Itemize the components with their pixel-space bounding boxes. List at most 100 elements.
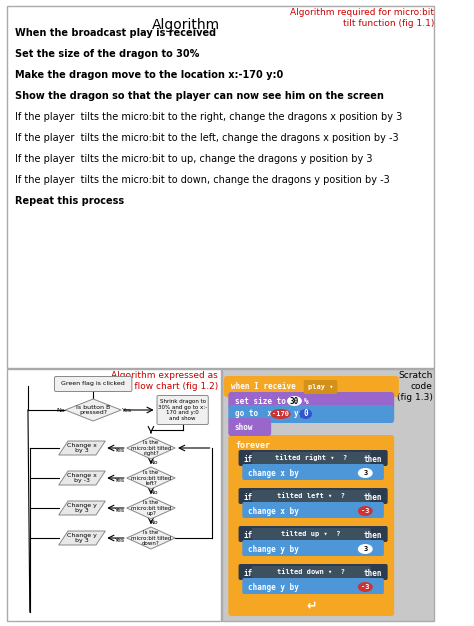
FancyBboxPatch shape bbox=[228, 392, 394, 410]
Text: change y by: change y by bbox=[248, 545, 299, 553]
Text: change y by: change y by bbox=[248, 583, 299, 592]
Polygon shape bbox=[59, 471, 105, 485]
Text: Is the
micro:bit tilted
right?: Is the micro:bit tilted right? bbox=[131, 439, 171, 456]
Text: -170: -170 bbox=[272, 411, 289, 417]
Text: if: if bbox=[243, 493, 253, 501]
FancyBboxPatch shape bbox=[235, 484, 392, 522]
Text: Change y
by 3: Change y by 3 bbox=[67, 533, 97, 543]
Text: show: show bbox=[235, 423, 253, 431]
FancyBboxPatch shape bbox=[252, 528, 371, 540]
Text: Yes: Yes bbox=[115, 478, 125, 483]
Text: Yes: Yes bbox=[115, 538, 125, 543]
Text: change x by: change x by bbox=[248, 468, 299, 478]
Ellipse shape bbox=[358, 468, 373, 478]
Text: -3: -3 bbox=[361, 584, 370, 590]
Ellipse shape bbox=[358, 544, 373, 554]
Text: tilted down ▾  ?: tilted down ▾ ? bbox=[277, 569, 345, 575]
Text: play ▾: play ▾ bbox=[308, 384, 333, 390]
Polygon shape bbox=[127, 497, 175, 519]
Text: then: then bbox=[364, 568, 382, 578]
FancyBboxPatch shape bbox=[238, 564, 388, 580]
Text: Show the dragon so that the player can now see him on the screen: Show the dragon so that the player can n… bbox=[15, 91, 384, 101]
FancyBboxPatch shape bbox=[157, 396, 208, 424]
Text: No: No bbox=[149, 520, 158, 525]
FancyBboxPatch shape bbox=[55, 376, 132, 391]
Polygon shape bbox=[59, 531, 105, 545]
Text: -3: -3 bbox=[361, 508, 370, 514]
Text: tilted right ▾  ?: tilted right ▾ ? bbox=[275, 454, 347, 461]
FancyBboxPatch shape bbox=[228, 418, 271, 436]
FancyBboxPatch shape bbox=[228, 405, 394, 423]
Ellipse shape bbox=[299, 409, 312, 419]
FancyBboxPatch shape bbox=[238, 526, 388, 542]
FancyBboxPatch shape bbox=[235, 560, 392, 598]
Text: if: if bbox=[243, 530, 253, 540]
FancyBboxPatch shape bbox=[304, 380, 337, 394]
Text: tilted left ▾  ?: tilted left ▾ ? bbox=[277, 493, 345, 499]
Text: Yes: Yes bbox=[115, 508, 125, 513]
FancyBboxPatch shape bbox=[235, 446, 392, 484]
Text: Is button B
pressed?: Is button B pressed? bbox=[76, 404, 110, 416]
FancyBboxPatch shape bbox=[242, 464, 384, 480]
Text: Change x
by -3: Change x by -3 bbox=[67, 473, 97, 483]
Text: then: then bbox=[364, 493, 382, 501]
Text: Repeat this process: Repeat this process bbox=[15, 196, 124, 206]
Polygon shape bbox=[59, 441, 105, 455]
Text: ↵: ↵ bbox=[306, 600, 317, 613]
Text: Green flag is clicked: Green flag is clicked bbox=[61, 381, 125, 386]
FancyBboxPatch shape bbox=[222, 369, 434, 621]
Text: If the player  tilts the micro:bit to down, change the dragons y position by -3: If the player tilts the micro:bit to dow… bbox=[15, 175, 390, 185]
Text: 0: 0 bbox=[303, 409, 308, 419]
Text: then: then bbox=[364, 530, 382, 540]
Text: 3: 3 bbox=[363, 470, 367, 476]
FancyBboxPatch shape bbox=[252, 490, 371, 502]
Text: Is the
micro:bit tilted
down?: Is the micro:bit tilted down? bbox=[131, 530, 171, 546]
Text: 30: 30 bbox=[290, 396, 299, 406]
Text: No: No bbox=[149, 490, 158, 495]
FancyBboxPatch shape bbox=[8, 369, 221, 621]
Polygon shape bbox=[65, 399, 121, 421]
Text: Make the dragon move to the location x:-170 y:0: Make the dragon move to the location x:-… bbox=[15, 70, 283, 80]
FancyBboxPatch shape bbox=[238, 450, 388, 466]
Text: when I receive: when I receive bbox=[231, 382, 296, 391]
Text: If the player  tilts the micro:bit to the left, change the dragons x position by: If the player tilts the micro:bit to the… bbox=[15, 133, 399, 143]
Polygon shape bbox=[127, 437, 175, 459]
Text: Algorithm required for micro:bit
tilt function (fig 1.1): Algorithm required for micro:bit tilt fu… bbox=[290, 8, 434, 28]
Ellipse shape bbox=[358, 582, 373, 592]
Ellipse shape bbox=[287, 396, 302, 406]
Ellipse shape bbox=[358, 506, 373, 516]
FancyBboxPatch shape bbox=[242, 502, 384, 518]
Polygon shape bbox=[127, 467, 175, 489]
FancyBboxPatch shape bbox=[252, 566, 371, 578]
Text: Yes: Yes bbox=[115, 448, 125, 453]
Text: Algorithm: Algorithm bbox=[152, 18, 220, 32]
Text: Set the size of the dragon to 30%: Set the size of the dragon to 30% bbox=[15, 49, 199, 59]
Text: Is the
micro:bit tilted
up?: Is the micro:bit tilted up? bbox=[131, 500, 171, 516]
FancyBboxPatch shape bbox=[252, 452, 371, 464]
Text: No: No bbox=[56, 408, 65, 413]
Text: forever: forever bbox=[235, 441, 270, 449]
Text: If the player  tilts the micro:bit to the right, change the dragons x position b: If the player tilts the micro:bit to the… bbox=[15, 112, 402, 122]
Text: Shrink dragon to
30% and go to x:-
170 and y:0
and show: Shrink dragon to 30% and go to x:- 170 a… bbox=[158, 399, 207, 421]
Text: Algorithm expressed as
a flow chart (fig 1.2): Algorithm expressed as a flow chart (fig… bbox=[111, 371, 218, 391]
FancyBboxPatch shape bbox=[238, 488, 388, 504]
Text: Yes: Yes bbox=[122, 408, 132, 413]
Ellipse shape bbox=[270, 409, 291, 419]
FancyBboxPatch shape bbox=[242, 578, 384, 594]
Text: if: if bbox=[243, 454, 253, 463]
Text: tilted up ▾  ?: tilted up ▾ ? bbox=[282, 531, 341, 538]
Text: When the broadcast play is received: When the broadcast play is received bbox=[15, 28, 216, 38]
Text: Scratch
code
(fig 1.3): Scratch code (fig 1.3) bbox=[397, 371, 432, 402]
Text: Is the
micro:bit tilted
left?: Is the micro:bit tilted left? bbox=[131, 470, 171, 486]
Text: y:: y: bbox=[293, 409, 303, 419]
Text: 3: 3 bbox=[363, 546, 367, 552]
Polygon shape bbox=[127, 527, 175, 549]
Text: change x by: change x by bbox=[248, 506, 299, 515]
FancyBboxPatch shape bbox=[235, 522, 392, 560]
Text: if: if bbox=[243, 568, 253, 578]
FancyBboxPatch shape bbox=[242, 540, 384, 556]
Text: Change y
by 3: Change y by 3 bbox=[67, 503, 97, 513]
Text: set size to: set size to bbox=[235, 396, 286, 406]
Polygon shape bbox=[59, 501, 105, 515]
Text: If the player  tilts the micro:bit to up, change the dragons y position by 3: If the player tilts the micro:bit to up,… bbox=[15, 154, 373, 164]
